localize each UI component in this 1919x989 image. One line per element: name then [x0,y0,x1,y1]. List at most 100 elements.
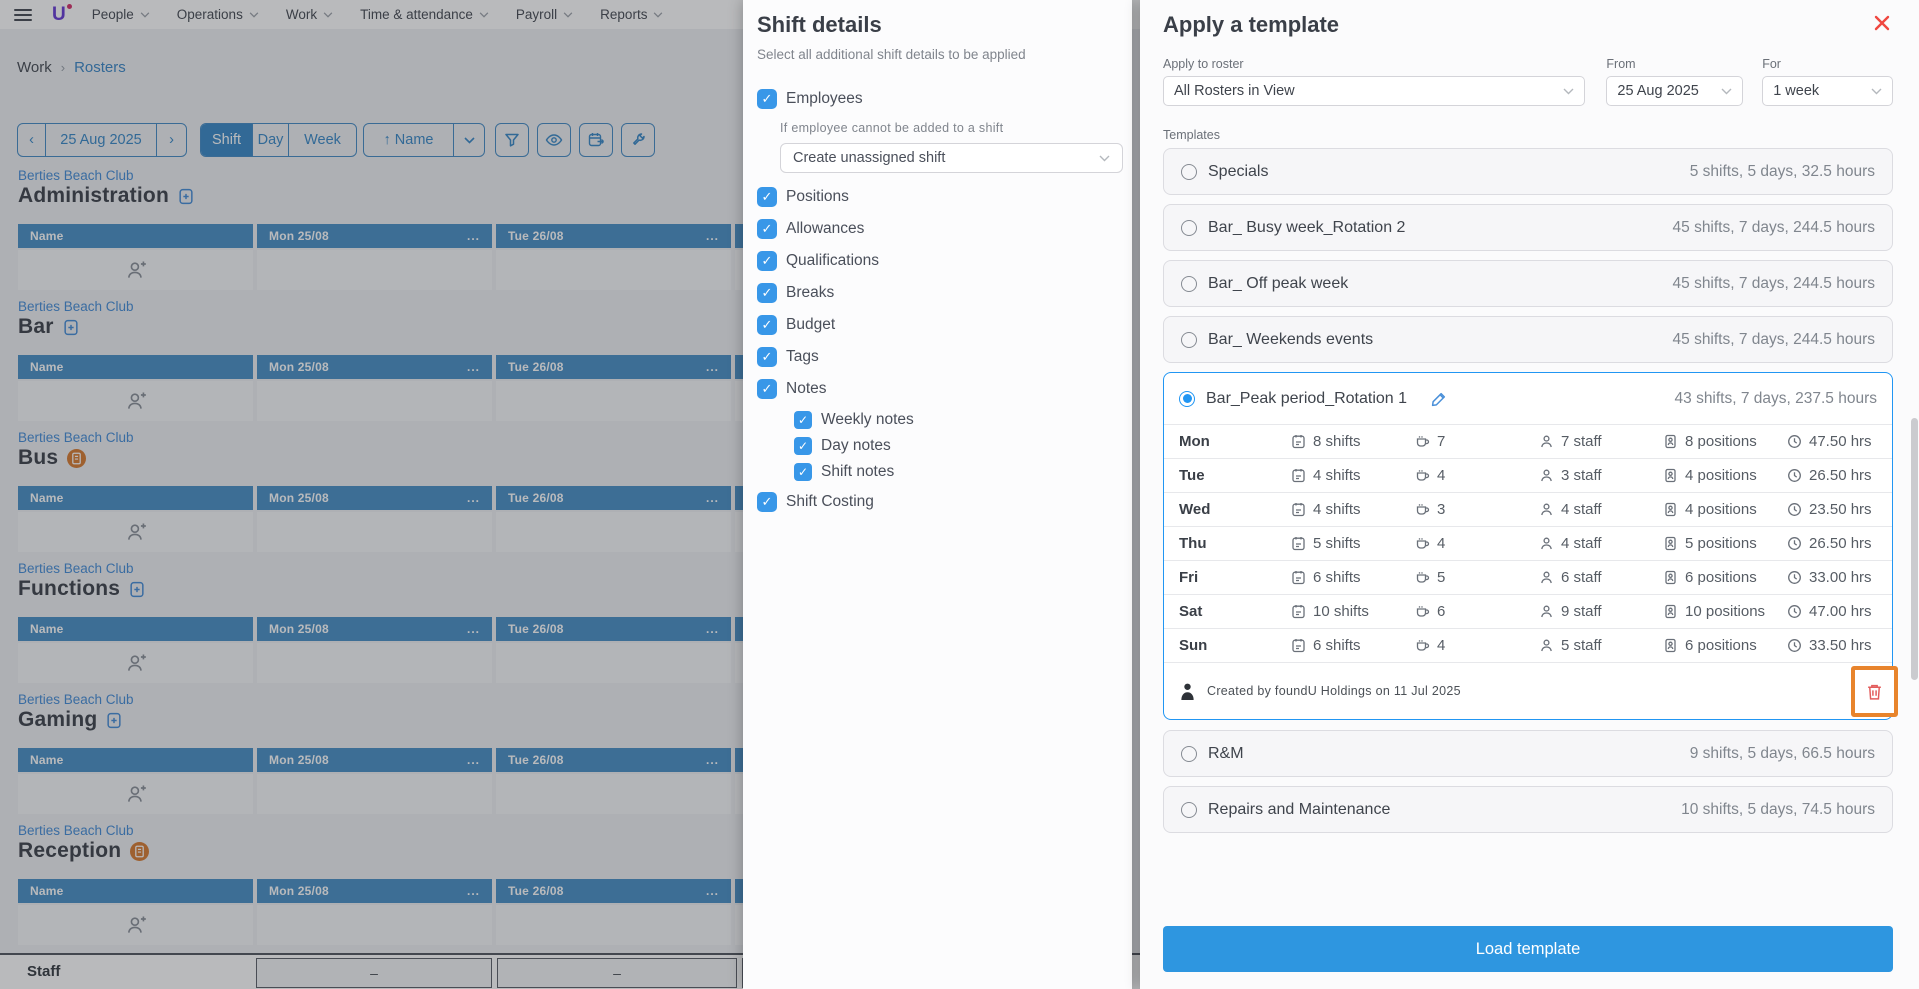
column-menu-button[interactable]: ... [466,622,480,636]
column-menu-button[interactable]: ... [466,360,480,374]
column-menu-button[interactable]: ... [705,360,719,374]
day-notes-checkbox[interactable]: ✓ [794,437,812,455]
shifts-calendar-icon [1292,639,1305,653]
column-menu-button[interactable]: ... [705,622,719,636]
section-note-button[interactable] [67,448,87,468]
roster-note-icon [64,319,78,335]
section-note-button[interactable] [63,319,79,336]
venue-link[interactable]: Berties Beach Club [18,299,134,314]
add-employee-cell[interactable] [18,512,253,552]
date-picker-button[interactable]: 25 Aug 2025 [46,124,157,156]
column-header-tuesday: Tue 26/08... [496,355,731,379]
nav-item-time-attendance[interactable]: Time & attendance [360,7,489,22]
delete-template-button[interactable] [1851,666,1898,717]
from-date-select[interactable]: 25 Aug 2025 [1606,76,1744,106]
close-panel-button[interactable] [1871,12,1893,39]
column-menu-button[interactable]: ... [466,753,480,767]
column-menu-button[interactable]: ... [705,753,719,767]
template-radio[interactable] [1181,331,1197,348]
shift-notes-checkbox[interactable]: ✓ [794,463,812,481]
template-card-bar-off-peak-week[interactable]: Bar_ Off peak week 45 shifts, 7 days, 24… [1163,260,1893,307]
template-card-repairs-and-maintenance[interactable]: Repairs and Maintenance 10 shifts, 5 day… [1163,786,1893,833]
section-note-button[interactable] [106,712,122,729]
template-radio[interactable] [1181,219,1197,236]
roster-note-icon [130,581,144,597]
add-employee-cell[interactable] [18,381,253,421]
section-note-button[interactable] [130,841,150,861]
template-card-bar-weekends-events[interactable]: Bar_ Weekends events 45 shifts, 7 days, … [1163,316,1893,363]
fallback-select[interactable]: Create unassigned shift [780,143,1123,173]
option-budget: ✓ Budget [757,315,1116,335]
shift-costing-checkbox[interactable]: ✓ [757,492,777,512]
load-template-button[interactable]: Load template [1163,926,1893,972]
add-employee-cell[interactable] [18,643,253,683]
template-card-r-m[interactable]: R&M 9 shifts, 5 days, 66.5 hours [1163,730,1893,777]
add-employee-cell[interactable] [18,905,253,945]
view-toggle-day[interactable]: Day [253,124,289,156]
apply-to-roster-select[interactable]: All Rosters in View [1163,76,1586,106]
venue-link[interactable]: Berties Beach Club [18,168,134,183]
apply-template-form: Apply to roster All Rosters in View From… [1163,57,1893,106]
panel-scrollbar-thumb[interactable] [1911,418,1918,680]
for-duration-select[interactable]: 1 week [1762,76,1893,106]
notes-checkbox[interactable]: ✓ [757,379,777,399]
section-note-button[interactable] [178,188,194,205]
add-employee-cell[interactable] [18,774,253,814]
roster-section-administration: Berties Beach Club Administration Name M… [0,160,1919,291]
column-menu-button[interactable]: ... [705,491,719,505]
qualifications-checkbox[interactable]: ✓ [757,251,777,271]
roster-tools-button[interactable] [621,123,655,157]
next-date-button[interactable]: › [169,132,174,148]
template-card-bar-peak-period-rotation-1-selected[interactable]: Bar_Peak period_Rotation 1 43 shifts, 7 … [1163,372,1898,720]
view-toggle-week[interactable]: Week [304,132,341,148]
positions-checkbox[interactable]: ✓ [757,187,777,207]
apply-template-button[interactable] [579,123,613,157]
template-radio[interactable] [1181,801,1197,818]
edit-template-button[interactable] [1431,391,1447,407]
positions-badge-icon [1665,502,1676,517]
template-radio[interactable] [1181,275,1197,292]
column-menu-button[interactable]: ... [466,229,480,243]
section-note-button[interactable] [129,581,145,598]
template-radio-selected[interactable] [1179,390,1195,407]
tags-checkbox[interactable]: ✓ [757,347,777,367]
option-weekly-notes: ✓ Weekly notes [794,411,1116,429]
prev-date-button[interactable]: ‹ [18,124,46,156]
breaks-coffee-icon [1416,470,1430,481]
nav-item-payroll[interactable]: Payroll [516,7,573,22]
shift-details-panel: Shift details Select all additional shif… [743,0,1132,989]
nav-item-people[interactable]: People [92,7,150,22]
template-card-specials[interactable]: Specials 5 shifts, 5 days, 32.5 hours [1163,148,1893,195]
venue-link[interactable]: Berties Beach Club [18,561,134,576]
template-radio[interactable] [1181,745,1197,762]
venue-link[interactable]: Berties Beach Club [18,823,134,838]
weekly-notes-checkbox[interactable]: ✓ [794,411,812,429]
chevron-down-icon [654,11,663,18]
hamburger-menu-icon[interactable] [14,8,32,21]
template-summary: 45 shifts, 7 days, 244.5 hours [1672,274,1875,292]
budget-checkbox[interactable]: ✓ [757,315,777,335]
view-options-button[interactable] [537,123,571,157]
breaks-checkbox[interactable]: ✓ [757,283,777,303]
venue-link[interactable]: Berties Beach Club [18,430,134,445]
nav-item-operations[interactable]: Operations [177,7,259,22]
nav-item-reports[interactable]: Reports [600,7,663,22]
column-header-name: Name [18,617,253,641]
column-menu-button[interactable]: ... [705,229,719,243]
column-menu-button[interactable]: ... [705,884,719,898]
sort-dropdown-button[interactable] [454,124,484,156]
nav-item-work[interactable]: Work [286,7,333,22]
template-card-bar-busy-week-rotation-2[interactable]: Bar_ Busy week_Rotation 2 45 shifts, 7 d… [1163,204,1893,251]
column-menu-button[interactable]: ... [466,884,480,898]
view-toggle-shift[interactable]: Shift [201,124,253,156]
employees-checkbox[interactable]: ✓ [757,89,777,109]
column-menu-button[interactable]: ... [466,491,480,505]
template-radio[interactable] [1181,163,1197,180]
filter-button[interactable] [495,123,529,157]
breadcrumb-rosters[interactable]: Rosters [74,59,126,76]
staff-person-icon [1541,503,1552,516]
add-employee-cell[interactable] [18,250,253,290]
sort-by-name-button[interactable]: ↑ Name [364,124,454,156]
allowances-checkbox[interactable]: ✓ [757,219,777,239]
venue-link[interactable]: Berties Beach Club [18,692,134,707]
